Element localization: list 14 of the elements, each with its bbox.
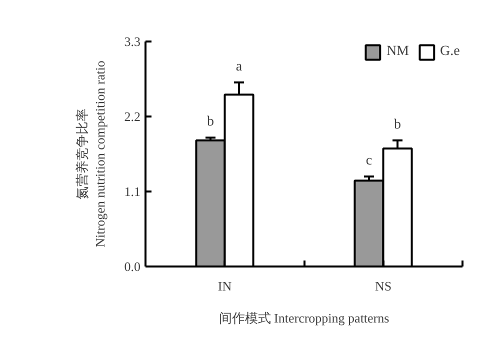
data-label: b [206,114,214,130]
y-tick-label: 2.2 [124,109,140,124]
y-axis-title: 氮营养竞争比率 Nitrogen nutrition competition ratio [74,60,108,248]
y-tick-label: 1.1 [124,184,140,199]
data-label: c [366,154,372,168]
legend-label: NM [386,44,409,60]
legend-label: G.e [440,44,460,60]
data-label: b [394,117,402,132]
x-tick-label: NS [374,278,392,294]
y-tick-label: 3.3 [124,34,140,49]
x-tick-label: IN [218,278,232,294]
x-axis-title: 间作模式 Intercropping patterns [218,310,390,326]
y-tick-label: 0.0 [124,259,140,274]
data-label: a [236,59,243,74]
